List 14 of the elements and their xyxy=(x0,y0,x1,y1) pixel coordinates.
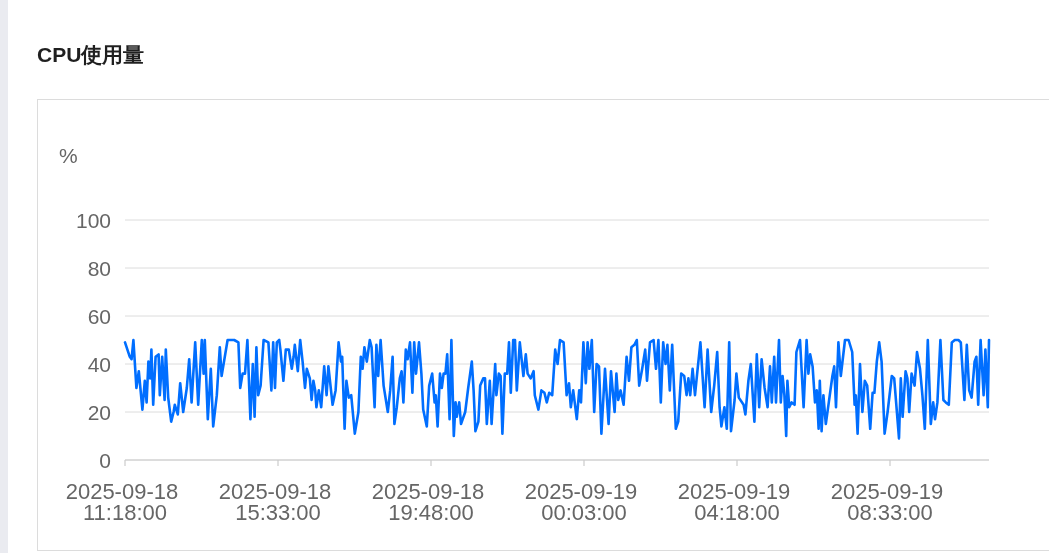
y-axis-title: % xyxy=(59,144,78,167)
y-tick-label: 40 xyxy=(87,352,111,376)
x-tick-label: 2025-09-18 19:48:00 xyxy=(371,479,485,525)
x-tick-label: 2025-09-18 15:33:00 xyxy=(218,479,332,525)
x-tick-label: 2025-09-19 08:33:00 xyxy=(830,479,944,525)
x-tick-label: 2025-09-19 00:03:00 xyxy=(524,479,638,525)
y-tick-label: 60 xyxy=(87,304,111,328)
y-tick-label: 80 xyxy=(87,256,111,280)
x-tick-label: 2025-09-18 11:18:00 xyxy=(65,479,179,525)
title: CPU使用量 xyxy=(37,43,145,66)
y-tick-label: 20 xyxy=(87,400,111,424)
y-tick-label: 0 xyxy=(99,448,111,472)
y-tick-label: 100 xyxy=(75,208,111,232)
x-tick-label: 2025-09-19 04:18:00 xyxy=(677,479,791,525)
